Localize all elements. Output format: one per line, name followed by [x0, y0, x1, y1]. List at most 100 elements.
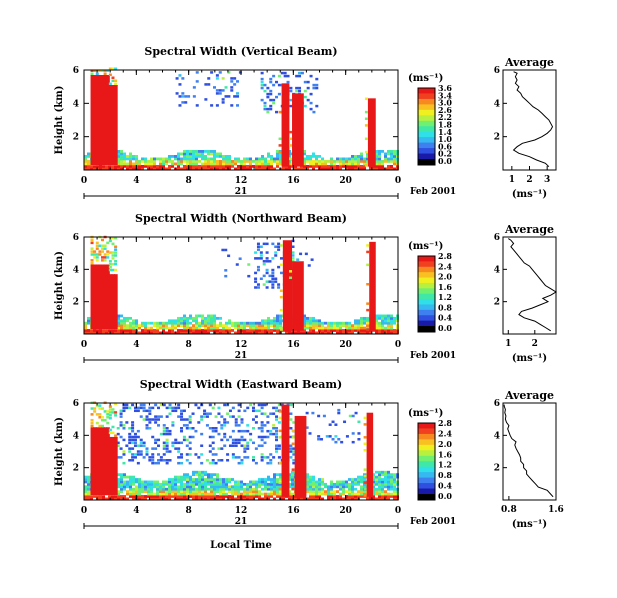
- heat-cell: [210, 324, 213, 328]
- heat-cell: [228, 329, 231, 332]
- heat-cell: [279, 326, 282, 330]
- heat-cell: [372, 497, 375, 501]
- heat-cell: [260, 438, 264, 442]
- heat-cell: [207, 478, 210, 481]
- heat-cell: [87, 478, 90, 481]
- heat-cell: [237, 497, 240, 501]
- heat-cell: [306, 167, 309, 171]
- heat-cell: [108, 67, 112, 70]
- heat-cell: [228, 435, 232, 439]
- heat-cell: [266, 435, 270, 439]
- colorbar-swatch: [418, 266, 435, 273]
- heat-cell: [333, 329, 336, 332]
- heat-cell: [171, 165, 174, 168]
- heat-cell: [198, 152, 201, 156]
- heat-cell: [306, 319, 309, 323]
- heat-cell: [266, 107, 270, 111]
- heat-cell: [102, 165, 105, 168]
- heat-cell: [330, 331, 333, 335]
- heat-cell: [381, 316, 384, 320]
- heat-cell: [387, 473, 390, 477]
- heat-cell: [363, 416, 367, 420]
- heat-cell: [303, 80, 307, 84]
- heat-cell: [231, 444, 235, 447]
- heat-cell: [336, 167, 339, 171]
- heat-cell: [387, 487, 390, 491]
- heat-cell: [151, 418, 155, 421]
- heat-cell: [102, 495, 105, 498]
- heat-cell: [267, 319, 270, 323]
- heat-cell: [261, 162, 264, 166]
- heat-cell: [189, 165, 192, 168]
- heat-cell: [219, 495, 222, 498]
- heat-cell: [255, 167, 258, 171]
- heat-cell: [126, 324, 129, 328]
- heat-cell: [87, 487, 90, 491]
- heat-cell: [123, 473, 126, 477]
- heat-cell: [204, 497, 207, 501]
- heat-cell: [217, 421, 221, 424]
- heat-cell: [154, 438, 158, 442]
- heat-cell: [393, 331, 396, 335]
- heat-cell: [192, 473, 195, 477]
- heat-cell: [131, 424, 135, 427]
- heat-cell: [151, 461, 155, 465]
- heat-cell: [188, 435, 192, 439]
- heat-cell: [108, 239, 112, 243]
- heat-cell: [93, 331, 96, 335]
- heat-cell: [111, 67, 115, 70]
- heat-cell: [201, 473, 204, 477]
- heat-cell: [210, 160, 213, 163]
- heat-cell: [384, 167, 387, 171]
- heat-cell: [195, 316, 198, 320]
- heat-cell: [318, 160, 321, 163]
- heat-cell: [269, 453, 273, 456]
- heat-cell: [98, 404, 102, 407]
- heat-cell: [291, 495, 294, 498]
- heat-cell: [141, 165, 144, 168]
- heat-cell: [108, 414, 112, 417]
- colorbar-swatch: [418, 477, 435, 484]
- heat-cell: [289, 447, 293, 450]
- heat-cell: [339, 329, 342, 332]
- heat-cell: [351, 480, 354, 484]
- heat-cell: [159, 456, 163, 459]
- average-title: Average: [504, 56, 554, 69]
- heat-cell: [221, 98, 225, 101]
- heat-cell: [108, 408, 112, 411]
- heat-cell: [128, 435, 132, 439]
- heat-cell: [108, 431, 112, 435]
- heat-cell: [345, 157, 348, 161]
- heat-cell: [306, 324, 309, 328]
- heat-cell: [258, 167, 261, 171]
- heat-cell: [372, 485, 375, 489]
- heat-cell: [192, 167, 195, 171]
- heat-cell: [288, 485, 291, 489]
- heat-cell: [159, 326, 162, 330]
- heat-cell: [255, 495, 258, 498]
- heat-cell: [286, 80, 290, 84]
- heat-cell: [204, 478, 207, 481]
- heat-cell: [120, 331, 123, 335]
- heat-cell: [122, 424, 126, 427]
- heat-cell: [279, 482, 282, 486]
- heat-cell: [258, 165, 261, 168]
- heat-cell: [265, 260, 269, 263]
- heat-cell: [221, 77, 225, 80]
- heat-cell: [227, 71, 231, 74]
- heat-cell: [299, 252, 303, 256]
- heat-cell: [171, 324, 174, 328]
- heat-cell: [216, 480, 219, 484]
- heat-cell: [141, 329, 144, 332]
- heat-cell: [263, 456, 267, 459]
- heat-cell: [315, 490, 318, 494]
- heat-cell: [309, 160, 312, 163]
- heat-cell: [267, 478, 270, 481]
- heat-cell: [98, 69, 102, 72]
- heat-cell: [114, 165, 117, 168]
- heat-cell: [183, 495, 186, 498]
- heat-cell: [168, 478, 171, 481]
- heat-cell: [357, 329, 360, 332]
- heat-cell: [351, 482, 354, 486]
- heat-cell: [120, 155, 123, 158]
